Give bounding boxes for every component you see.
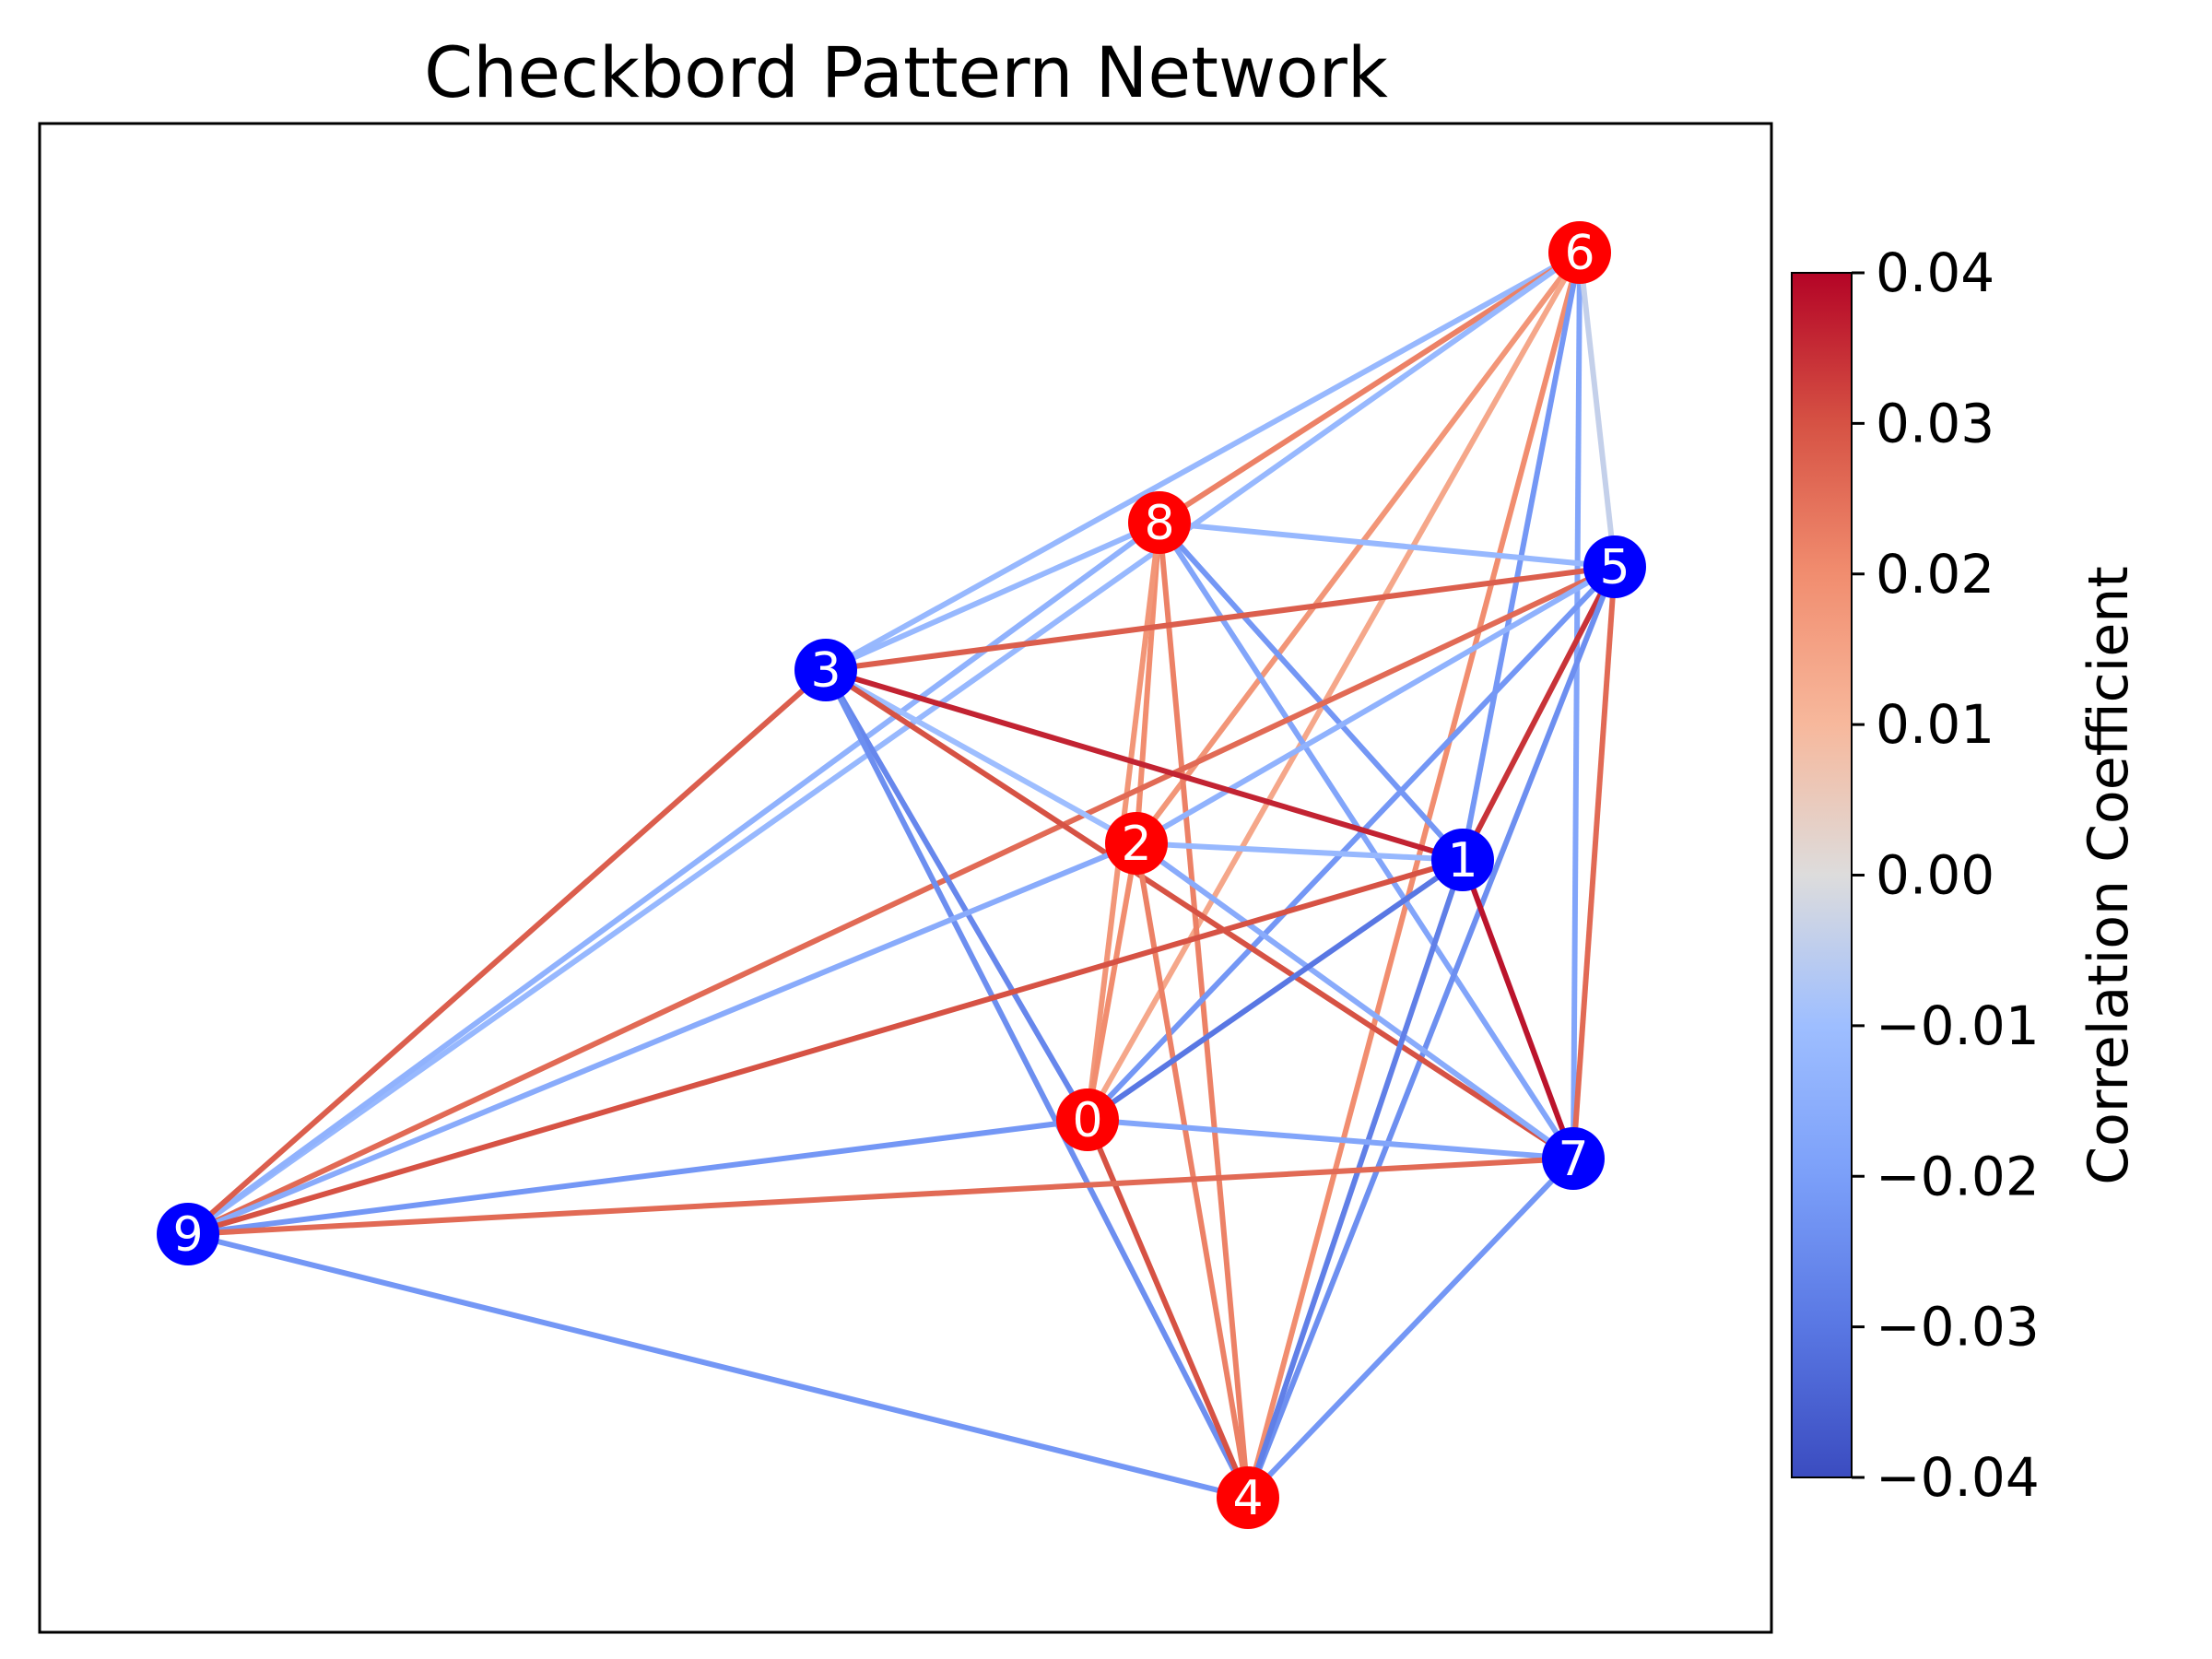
edge-7-4 <box>1245 1156 1576 1500</box>
edge-5-3 <box>825 564 1616 673</box>
edge-3-1 <box>825 667 1464 863</box>
edge-8-5 <box>1159 520 1616 570</box>
colorbar-tick-label: −0.04 <box>1876 1446 2040 1509</box>
edge-6-7 <box>1571 252 1583 1159</box>
edge-6-0 <box>1085 251 1583 1122</box>
edge-5-9 <box>186 564 1617 1237</box>
node-4: 4 <box>1217 1466 1279 1529</box>
edge-3-7 <box>824 667 1575 1161</box>
colorbar-tick-label: −0.02 <box>1876 1145 2040 1207</box>
node-marker-2 <box>1105 812 1168 875</box>
node-marker-1 <box>1431 829 1494 891</box>
edge-0-7 <box>1087 1117 1574 1161</box>
colorbar-label: Correlation Coefficient <box>2077 566 2141 1185</box>
node-label-4: 4 <box>1232 1471 1263 1526</box>
node-label-8: 8 <box>1144 496 1174 551</box>
edge-8-9 <box>186 520 1161 1237</box>
edge-2-7 <box>1135 841 1575 1161</box>
edge-1-0 <box>1086 857 1465 1123</box>
edge-5-7 <box>1571 566 1618 1159</box>
colorbar <box>1791 272 1853 1478</box>
edge-8-7 <box>1157 521 1576 1160</box>
edge-8-1 <box>1157 520 1465 863</box>
colorbar-tick-label: 0.02 <box>1876 543 1994 606</box>
node-marker-5 <box>1583 535 1646 598</box>
node-label-6: 6 <box>1564 226 1594 281</box>
node-6: 6 <box>1548 221 1611 284</box>
node-1: 1 <box>1431 829 1494 891</box>
node-label-9: 9 <box>172 1207 203 1263</box>
edge-9-4 <box>187 1231 1249 1500</box>
edge-6-5 <box>1577 252 1618 568</box>
edge-5-2 <box>1135 564 1617 846</box>
colorbar-ticks: 0.04 0.03 0.02 0.01 0.00 −0.01 −0.02 −0.03 −0.04 <box>1852 241 2040 1509</box>
edge-3-0 <box>823 668 1090 1122</box>
edge-5-4 <box>1245 565 1618 1500</box>
edge-6-9 <box>186 250 1582 1237</box>
edge-2-0 <box>1085 842 1139 1121</box>
edge-8-4 <box>1157 522 1251 1499</box>
node-label-1: 1 <box>1447 833 1477 888</box>
edge-3-9 <box>186 667 828 1237</box>
node-label-5: 5 <box>1599 540 1630 595</box>
edge-1-9 <box>187 857 1464 1237</box>
node-layer: 0 1 2 3 4 5 6 7 8 9 <box>157 221 1646 1529</box>
node-8: 8 <box>1128 491 1191 554</box>
edge-5-1 <box>1460 565 1618 862</box>
edge-6-8 <box>1158 250 1582 525</box>
node-7: 7 <box>1542 1127 1605 1190</box>
node-label-2: 2 <box>1121 817 1151 872</box>
node-label-7: 7 <box>1558 1132 1588 1187</box>
edge-1-7 <box>1460 858 1576 1160</box>
edge-7-9 <box>187 1156 1574 1237</box>
edge-6-2 <box>1134 251 1583 845</box>
node-marker-7 <box>1542 1127 1605 1190</box>
edge-5-0 <box>1085 564 1618 1123</box>
node-0: 0 <box>1056 1088 1119 1151</box>
colorbar-tick-label: −0.01 <box>1876 994 2040 1057</box>
colorbar-tick-label: 0.04 <box>1876 241 1994 304</box>
node-label-0: 0 <box>1072 1093 1102 1148</box>
colorbar-tick-label: 0.03 <box>1876 392 1994 454</box>
edge-2-9 <box>186 841 1138 1237</box>
node-marker-9 <box>157 1203 219 1265</box>
node-9: 9 <box>157 1203 219 1265</box>
colorbar-tick-label: −0.03 <box>1876 1296 2040 1359</box>
node-marker-6 <box>1548 221 1611 284</box>
edge-1-4 <box>1245 859 1465 1499</box>
node-marker-0 <box>1056 1088 1119 1151</box>
edge-3-4 <box>823 668 1251 1500</box>
node-2: 2 <box>1105 812 1168 875</box>
colorbar-tick-label: 0.01 <box>1876 693 1994 756</box>
chart-title: Checkbord Pattern Network <box>424 31 1388 113</box>
node-marker-4 <box>1217 1466 1279 1529</box>
node-marker-8 <box>1128 491 1191 554</box>
edge-3-2 <box>824 667 1138 846</box>
edge-layer <box>186 250 1618 1500</box>
edge-0-9 <box>187 1117 1088 1237</box>
node-5: 5 <box>1583 535 1646 598</box>
node-3: 3 <box>794 639 857 701</box>
node-label-3: 3 <box>810 643 841 699</box>
node-marker-3 <box>794 639 857 701</box>
edge-6-3 <box>824 250 1582 673</box>
plot-area-frame <box>38 122 1773 1634</box>
edge-2-1 <box>1135 841 1464 863</box>
edge-8-3 <box>824 520 1161 673</box>
colorbar-tick-label: 0.00 <box>1876 844 1994 907</box>
